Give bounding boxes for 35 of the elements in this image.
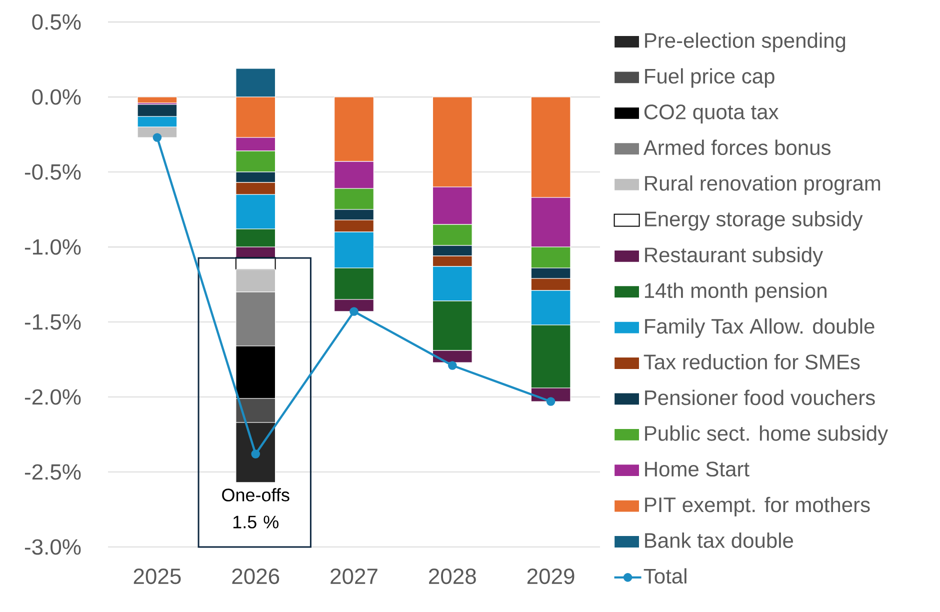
legend-label: Rural renovation program: [645, 175, 880, 195]
legend-label: 14th month pension: [644, 282, 826, 302]
point: [251, 450, 260, 458]
point: [350, 307, 358, 316]
legend-label: Fuel price cap: [645, 68, 774, 88]
x-tick-label: 2027: [330, 568, 378, 584]
legend-label: Total: [644, 568, 686, 584]
legend-label: Restaurant subsidy: [645, 246, 824, 267]
annotation: One-offs 1.5 %: [222, 488, 290, 528]
y-tick-label: -0.5%: [24, 164, 81, 180]
legend-label: CO2 quota tax: [644, 104, 779, 124]
legend-label: Pensioner food vouchers: [645, 390, 875, 406]
x-tick-label: 2029: [527, 568, 574, 584]
legend-label: Family Tax Allow. double: [645, 318, 874, 338]
y-tick-label: -1.5%: [24, 314, 81, 330]
point: [152, 133, 162, 142]
x-tick-label: 2028: [429, 568, 476, 584]
legend-label: Home Start: [645, 462, 750, 477]
legend-label: Pre-election spending: [645, 32, 846, 52]
legend-label: Public sect. home subsidy: [645, 425, 888, 446]
point: [546, 397, 556, 406]
legend-label: Energy storage subsidy: [645, 211, 863, 231]
legend-label: Tax reduction for SMEs: [644, 354, 860, 370]
x-tick-label: 2025: [134, 568, 181, 584]
x-tick-label: 2026: [232, 568, 280, 584]
y-tick-label: 0.0%: [32, 89, 81, 105]
y-tick-label: -2.0%: [24, 389, 81, 405]
y-tick-label: -2.5%: [24, 464, 81, 480]
legend-label: Armed forces bonus: [643, 140, 831, 156]
legend-label: Bank tax double: [645, 532, 794, 548]
point: [448, 361, 457, 370]
y-tick-label: 0.5%: [32, 14, 81, 30]
y-tick-label: -3.0%: [24, 539, 81, 555]
legend-label: PIT exempt. for mothers: [645, 496, 870, 516]
y-tick-label: -1.0%: [24, 239, 81, 255]
